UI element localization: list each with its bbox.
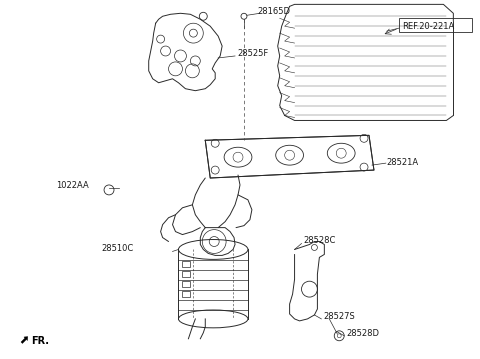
Text: REF.20-221A: REF.20-221A (402, 22, 454, 31)
Text: FR.: FR. (32, 336, 49, 346)
Bar (182, 291, 191, 297)
Text: 28527S: 28527S (324, 312, 355, 321)
Bar (182, 281, 191, 287)
Text: 28528C: 28528C (303, 236, 336, 245)
Bar (182, 271, 191, 277)
FancyArrow shape (21, 337, 28, 344)
Text: 28525F: 28525F (237, 50, 268, 59)
Text: 28521A: 28521A (387, 158, 419, 167)
Text: 28510C: 28510C (101, 244, 133, 253)
Text: 28528D: 28528D (346, 329, 379, 338)
Bar (182, 261, 191, 267)
Text: 1022AA: 1022AA (57, 181, 89, 191)
Text: 28165D: 28165D (258, 7, 291, 16)
